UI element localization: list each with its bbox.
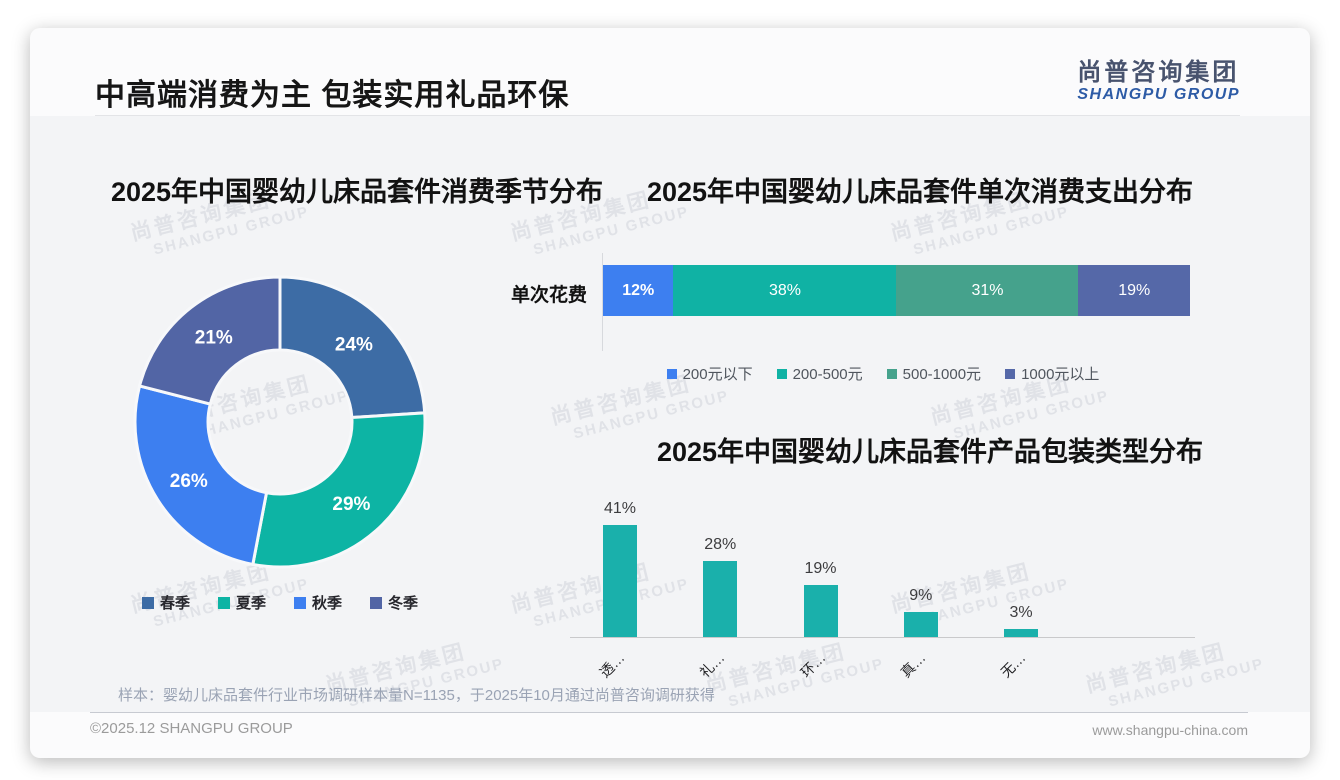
legend-swatch-icon xyxy=(141,596,154,609)
footer-divider xyxy=(90,712,1248,713)
bar-chart-plot: 41% 透… 28% 礼… 19% 环… 9% 真… 3% 无… xyxy=(570,496,1195,681)
bar-无… xyxy=(1004,629,1038,637)
legend-label: 春季 xyxy=(159,595,190,612)
stack-segment-200-500元: 38% xyxy=(673,265,897,316)
stacked-bar-legend: 200元以下 200-500元 500-1000元 1000元以上 xyxy=(573,363,1193,384)
donut-chart: 24% 29% 26% 21% xyxy=(120,262,440,582)
bar-value-label: 41% xyxy=(603,500,637,517)
legend-swatch-icon xyxy=(886,368,897,379)
page-title: 中高端消费为主 包装实用礼品环保 xyxy=(95,79,570,112)
stacked-bar-category-label: 单次花费 xyxy=(510,285,587,306)
donut-legend-item-秋季: 秋季 xyxy=(294,592,342,613)
stack-legend-item-500-1000元: 500-1000元 xyxy=(886,363,982,384)
legend-label: 200-500元 xyxy=(792,366,863,383)
donut-legend: 春季 夏季 秋季 冬季 xyxy=(105,592,455,613)
company-logo: 尚普咨询集团 SHANGPU GROUP xyxy=(1077,60,1240,104)
donut-chart-title: 2025年中国婴幼儿床品套件消费季节分布 xyxy=(110,177,604,207)
sample-note: 样本：婴幼儿床品套件行业市场调研样本量N=1135，于2025年10月通过尚普咨… xyxy=(118,687,715,704)
donut-legend-item-冬季: 冬季 xyxy=(370,592,418,613)
bar-环… xyxy=(803,585,838,637)
legend-swatch-icon xyxy=(294,596,306,609)
legend-label: 冬季 xyxy=(388,595,419,612)
legend-swatch-icon xyxy=(217,596,230,609)
legend-label: 1000元以上 xyxy=(1021,366,1100,383)
donut-segment-冬季 xyxy=(137,275,282,406)
stacked-bar-chart-title: 2025年中国婴幼儿床品套件单次消费支出分布 xyxy=(646,177,1194,207)
donut-value-label: 29% xyxy=(332,494,370,515)
title-divider xyxy=(95,115,1240,116)
donut-segment-夏季 xyxy=(251,411,427,569)
stacked-bar: 12% 38% 31% 19% xyxy=(603,265,1190,316)
legend-swatch-icon xyxy=(776,368,787,379)
stack-segment-500-1000元: 31% xyxy=(896,265,1079,316)
bar-value-label: 9% xyxy=(909,587,933,604)
logo-en-text: SHANGPU GROUP xyxy=(1077,86,1240,103)
donut-legend-item-夏季: 夏季 xyxy=(217,592,266,613)
stacked-bar-axis-line xyxy=(602,253,603,351)
legend-label: 500-1000元 xyxy=(902,366,982,383)
footer-copyright: ©2025.12 SHANGPU GROUP xyxy=(90,720,293,737)
legend-swatch-icon xyxy=(666,368,677,379)
legend-swatch-icon xyxy=(370,596,383,609)
stack-legend-item-200元以下: 200元以下 xyxy=(666,363,753,384)
donut-segment-春季 xyxy=(278,275,427,420)
stack-segment-200元以下: 12% xyxy=(603,265,674,316)
legend-label: 200元以下 xyxy=(682,366,753,383)
legend-label: 秋季 xyxy=(312,595,343,612)
bar-chart-title: 2025年中国婴幼儿床品套件产品包装类型分布 xyxy=(656,437,1204,467)
bar-value-label: 19% xyxy=(804,560,837,577)
footer-website: www.shangpu-china.com xyxy=(1092,722,1248,738)
bar-value-label: 28% xyxy=(704,536,737,553)
bar-真… xyxy=(903,612,938,637)
donut-legend-item-春季: 春季 xyxy=(141,592,190,613)
donut-segment-秋季 xyxy=(133,384,269,567)
bar-chart-axis-line xyxy=(570,637,1195,638)
donut-value-label: 21% xyxy=(195,328,233,349)
bar-礼… xyxy=(703,561,738,637)
donut-value-label: 24% xyxy=(335,334,373,355)
stack-legend-item-1000元以上: 1000元以上 xyxy=(1005,363,1099,384)
bar-value-label: 3% xyxy=(1009,604,1033,621)
donut-svg: 24% 29% 26% 21% xyxy=(133,275,427,569)
donut-value-label: 26% xyxy=(170,471,208,492)
bar-透… xyxy=(603,525,637,637)
content-background xyxy=(30,116,1310,712)
legend-label: 夏季 xyxy=(235,595,266,612)
stack-legend-item-200-500元: 200-500元 xyxy=(776,363,863,384)
stack-segment-1000元以上: 19% xyxy=(1078,265,1190,316)
logo-cn-text: 尚普咨询集团 xyxy=(1077,59,1240,86)
legend-swatch-icon xyxy=(1005,368,1016,379)
